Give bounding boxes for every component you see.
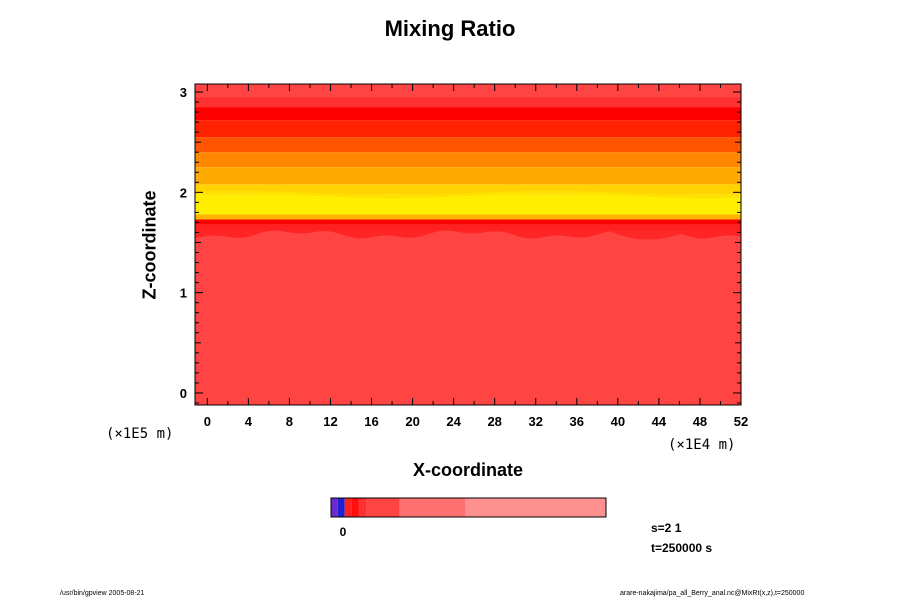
boundary-layer [195,224,741,239]
y-tick-label: 3 [180,85,187,100]
y-tick-label: 1 [180,286,187,301]
colorbar-swatch-6 [399,498,466,517]
x-tick-label: 32 [529,414,543,429]
x-tick-label: 48 [693,414,707,429]
heatmap-band-8 [195,137,741,153]
x-tick-label: 52 [734,414,748,429]
heatmap-band-5 [195,184,741,195]
colorbar-label: 0 [340,525,347,539]
heatmap-band-7 [195,152,741,168]
x-tick-label: 0 [204,414,211,429]
heatmap-bands [195,84,741,405]
boundary-texture [194,190,741,240]
x-tick-label: 4 [245,414,253,429]
x-axis-ticks: 0 4 8 12 16 20 24 28 32 36 40 44 48 52 [204,84,748,429]
x-tick-label: 16 [364,414,378,429]
heatmap-band-9 [195,120,741,138]
colorbar-frame [330,497,607,518]
footer-right: arare-nakajima/pa_all_Berry_anal.nc@MixR… [620,590,805,597]
colorbar-swatch-5 [366,498,400,517]
colorbar-swatch-2 [344,498,352,517]
heatmap-band-12 [195,84,741,98]
x-axis-label: X-coordinate [412,460,523,480]
plot-frame [194,83,742,406]
colorbar-swatch-7 [465,498,606,517]
x-tick-label: 36 [570,414,584,429]
x-tick-label: 12 [323,414,337,429]
colorbar-swatch-3 [351,498,359,517]
colorbar-swatch-0 [331,498,338,517]
s-annotation: s=2 1 [651,521,682,535]
heatmap-band-0 [195,230,741,405]
x-tick-label: 44 [652,414,667,429]
yellow-wave [194,190,740,198]
colorbar-swatch-1 [337,498,345,517]
x-scale-note: (×1E4 m) [668,437,736,453]
colorbar: 0 [330,497,607,539]
heatmap-band-10 [195,107,741,121]
x-tick-label: 8 [286,414,293,429]
y-tick-label: 2 [180,185,187,200]
y-tick-label: 0 [180,386,187,401]
heatmap-band-11 [195,97,741,108]
y-scale-note: (×1E5 m) [106,426,174,442]
footer-left: /usr/bin/gpview 2005-08-21 [60,590,145,597]
heatmap-band-6 [195,167,741,185]
x-tick-label: 24 [446,414,461,429]
x-tick-label: 28 [487,414,501,429]
heatmap-band-2 [195,219,741,225]
boundary-dip [607,230,690,240]
x-tick-label: 40 [611,414,625,429]
heatmap-band-4 [195,194,741,215]
chart-title: Mixing Ratio [384,16,516,41]
heatmap-band-3 [195,214,741,220]
colorbar-swatch-4 [358,498,367,517]
y-axis-ticks: 0 1 2 3 [180,85,741,404]
y-axis-label: Z-coordinate [139,190,160,300]
t-annotation: t=250000 s [651,541,713,555]
x-tick-label: 20 [405,414,419,429]
